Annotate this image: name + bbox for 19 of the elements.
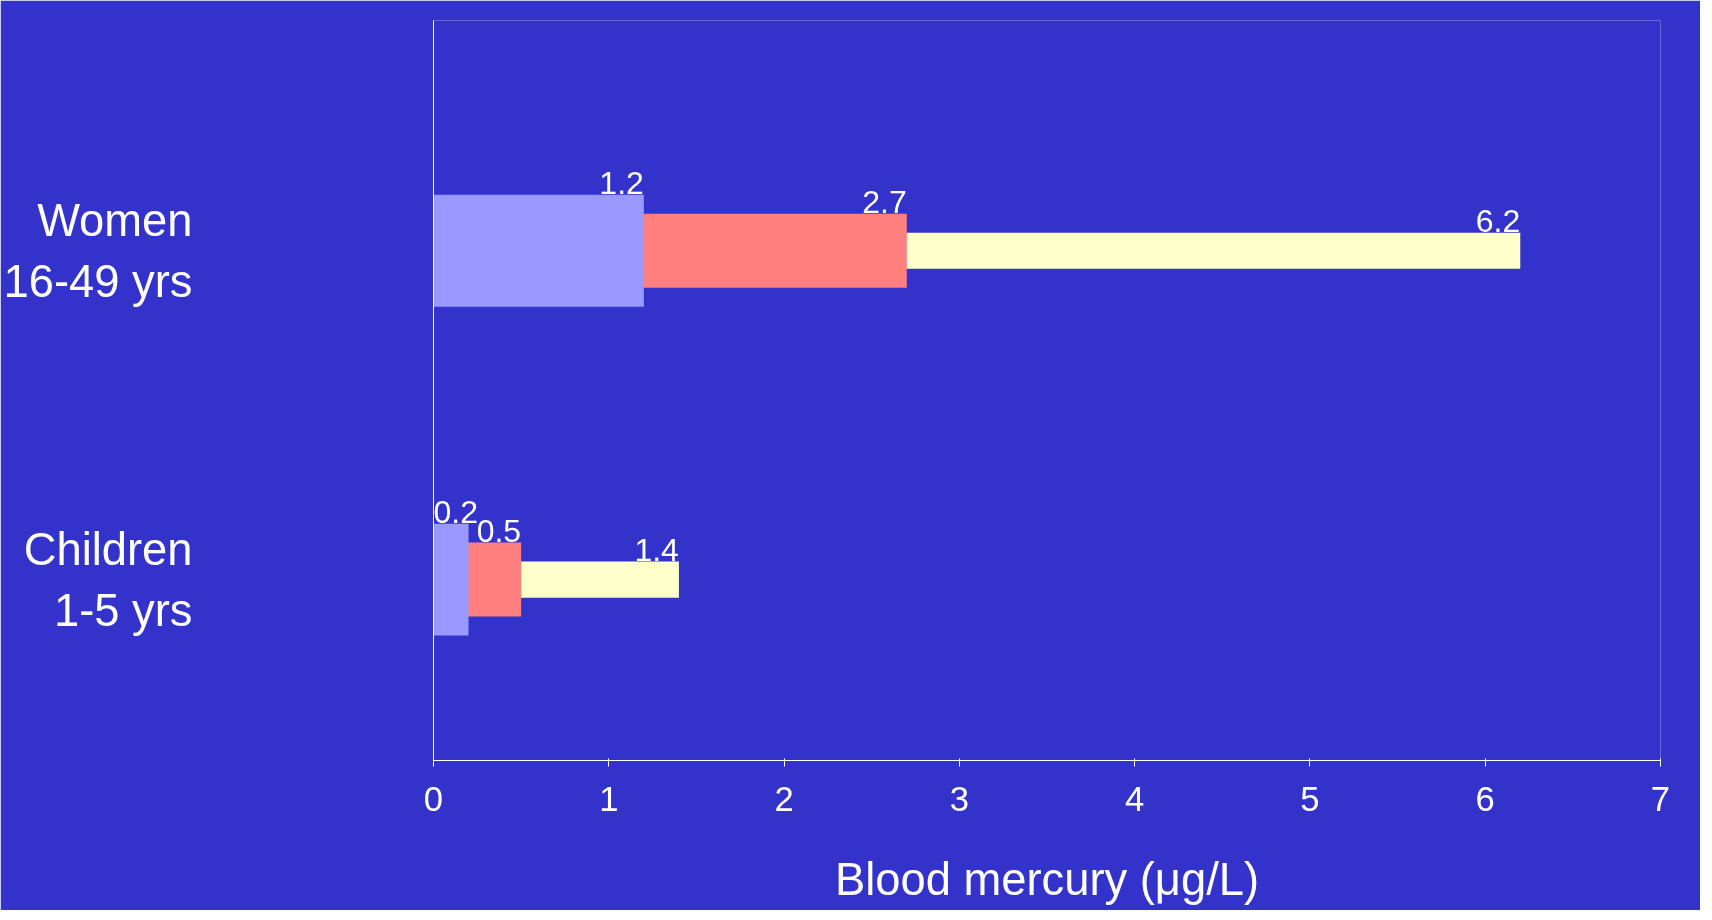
x-tick-label: 2 xyxy=(774,779,794,818)
x-tick-label: 7 xyxy=(1650,779,1671,818)
x-tick-label: 6 xyxy=(1475,779,1495,818)
x-tick-label: 0 xyxy=(423,779,444,818)
data-label: 0.2 xyxy=(433,493,478,530)
x-tick-label: 3 xyxy=(949,779,969,818)
x-tick-label: 5 xyxy=(1300,779,1320,818)
data-label: 0.5 xyxy=(476,512,522,549)
data-label: 1.2 xyxy=(599,164,644,201)
bar xyxy=(433,194,644,307)
data-label: 6.2 xyxy=(1475,202,1521,239)
data-label: 1.4 xyxy=(634,531,679,568)
x-tick-label: 4 xyxy=(1125,779,1145,818)
bar xyxy=(433,523,469,636)
x-tick-label: 1 xyxy=(599,779,619,818)
x-axis-title: Blood mercury (μg/L) xyxy=(834,853,1260,905)
data-label: 2.7 xyxy=(862,183,907,220)
y-tick-label: Children 1-5 yrs xyxy=(23,523,193,636)
y-tick-label: Women 16-49 yrs xyxy=(3,194,193,307)
